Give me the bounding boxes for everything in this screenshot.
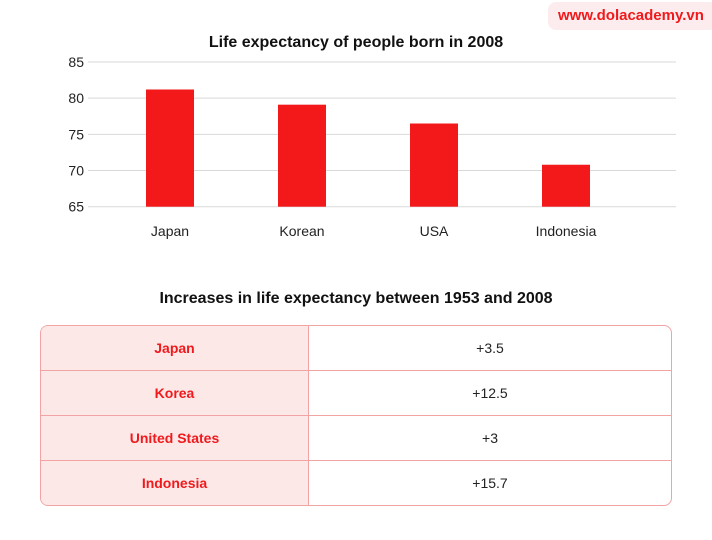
y-tick-label: 75 — [68, 126, 84, 142]
value-cell: +3.5 — [309, 326, 671, 371]
x-tick-label: USA — [420, 223, 449, 239]
bar-indonesia — [542, 164, 590, 207]
chart-title: Life expectancy of people born in 2008 — [208, 34, 504, 51]
y-tick-label: 80 — [68, 90, 84, 106]
y-tick-label: 70 — [68, 163, 84, 179]
table-title: Increases in life expectancy between 195… — [159, 290, 553, 307]
country-cell: Korea — [41, 371, 309, 416]
bar-chart: 65 70 75 80 85 Japan Korean USA Indonesia — [68, 54, 676, 239]
x-tick-label: Korean — [279, 223, 324, 239]
increase-table: Japan +3.5 Korea +12.5 United States +3 Indone… — [40, 325, 672, 506]
country-cell: Indonesia — [41, 461, 309, 505]
value-cell: +12.5 — [309, 371, 671, 416]
brand-badge[interactable]: www.dolacademy.vn — [548, 2, 712, 30]
table-row: Korea +12.5 — [41, 371, 671, 416]
table-row: United States +3 — [41, 416, 671, 461]
y-tick-label: 65 — [68, 199, 84, 215]
bar-japan — [146, 89, 194, 207]
country-cell: United States — [41, 416, 309, 461]
bar-korean — [278, 104, 326, 207]
bar-usa — [410, 123, 458, 207]
x-tick-label: Indonesia — [536, 223, 597, 239]
table-row: Indonesia +15.7 — [41, 461, 671, 505]
x-tick-label: Japan — [151, 223, 189, 239]
table-row: Japan +3.5 — [41, 326, 671, 371]
value-cell: +15.7 — [472, 475, 508, 491]
country-cell: Japan — [41, 326, 309, 371]
value-cell: +3 — [309, 416, 671, 461]
y-tick-label: 85 — [68, 54, 84, 70]
